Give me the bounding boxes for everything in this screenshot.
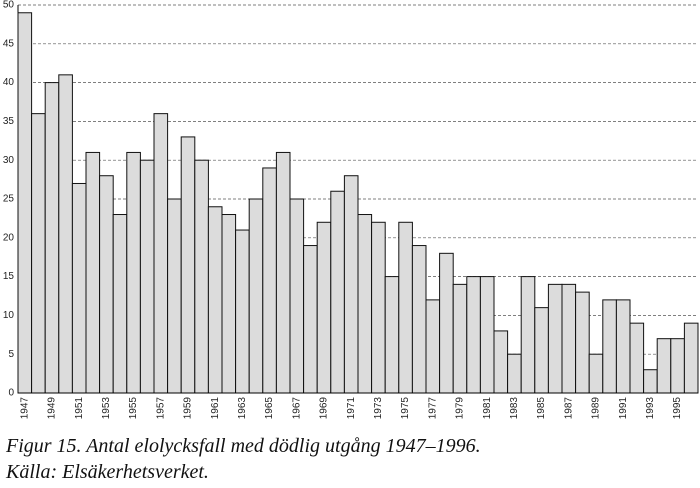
x-tick-label: 1983: [509, 397, 520, 420]
bar: [139, 159, 155, 394]
bar: [371, 221, 386, 394]
x-tick-label: 1973: [373, 397, 384, 420]
x-tick-label: 1985: [536, 397, 547, 420]
bar: [262, 167, 277, 394]
y-tick-label: 10: [3, 310, 15, 321]
x-tick-label: 1963: [237, 397, 248, 420]
x-tick-label: 1987: [563, 397, 574, 420]
bar: [507, 353, 522, 394]
bar: [153, 113, 169, 394]
bar: [384, 276, 400, 394]
bar: [44, 82, 60, 394]
x-tick-label: 1955: [128, 397, 139, 420]
bar: [343, 175, 359, 394]
bar: [643, 369, 658, 394]
bar: [575, 291, 590, 394]
x-tick-label: 1959: [183, 397, 194, 420]
y-tick-label: 35: [3, 116, 15, 127]
bar: [275, 151, 291, 394]
bar: [71, 182, 87, 394]
bar: [561, 283, 577, 394]
bar: [357, 214, 373, 394]
y-tick-label: 0: [8, 388, 14, 399]
x-tick-label: 1957: [155, 397, 166, 420]
bar: [17, 12, 33, 394]
bar: [683, 322, 699, 394]
bar: [425, 299, 441, 394]
x-tick-label: 1953: [101, 397, 112, 420]
x-tick-label: 1993: [645, 397, 656, 420]
x-tick-label: 1995: [672, 397, 683, 420]
x-tick-label: 1967: [291, 397, 302, 420]
bar: [520, 276, 536, 394]
x-tick-label: 1951: [74, 397, 85, 420]
bar: [547, 283, 563, 394]
bar: [303, 245, 318, 394]
bar: [452, 283, 468, 394]
bar: [479, 276, 495, 394]
bar: [248, 198, 264, 394]
bar: [629, 322, 645, 394]
bar: [289, 198, 305, 394]
y-tick-label: 40: [3, 77, 15, 88]
y-tick-label: 15: [3, 271, 15, 282]
source: Källa: Elsäkerhetsverket.: [5, 461, 209, 483]
y-tick-label: 30: [3, 155, 15, 166]
bar: [167, 198, 182, 394]
bar: [99, 175, 114, 394]
x-tick-label: 1991: [618, 397, 629, 420]
bar: [656, 338, 672, 394]
x-tick-label: 1979: [455, 397, 466, 420]
bar: [180, 136, 196, 394]
bar: [493, 330, 509, 394]
y-tick-label: 20: [3, 232, 15, 243]
x-tick-label: 1975: [400, 397, 411, 420]
bar: [85, 151, 101, 394]
y-tick-label: 45: [3, 38, 15, 49]
x-tick-label: 1989: [591, 397, 602, 420]
x-tick-label: 1971: [346, 397, 357, 420]
x-tick-label: 1981: [482, 397, 493, 420]
bar: [235, 229, 250, 394]
bar: [58, 74, 73, 394]
bar: [221, 214, 237, 394]
bar: [316, 221, 332, 394]
x-tick-label: 1977: [427, 397, 438, 420]
caption: Figur 15. Antal elolycksfall med dödlig …: [5, 435, 481, 457]
x-tick-label: 1969: [319, 397, 330, 420]
x-tick-label: 1961: [210, 397, 221, 420]
bar: [398, 221, 413, 394]
bar: [588, 353, 604, 394]
bar: [466, 276, 481, 394]
bar: [439, 252, 454, 394]
bar: [194, 159, 209, 394]
y-tick-label: 25: [3, 194, 15, 205]
bar: [534, 307, 549, 394]
y-tick-label: 5: [8, 349, 14, 360]
bar: [126, 151, 141, 394]
bar: [207, 206, 223, 394]
bar: [411, 245, 427, 394]
x-tick-label: 1949: [47, 397, 58, 420]
bar: [112, 214, 128, 394]
bar: [602, 299, 617, 394]
bar: [670, 338, 685, 394]
bar: [615, 299, 631, 394]
bar: [330, 190, 345, 394]
x-tick-label: 1947: [19, 397, 30, 420]
y-tick-label: 50: [3, 0, 15, 11]
bar: [31, 113, 46, 394]
x-tick-label: 1965: [264, 397, 275, 420]
